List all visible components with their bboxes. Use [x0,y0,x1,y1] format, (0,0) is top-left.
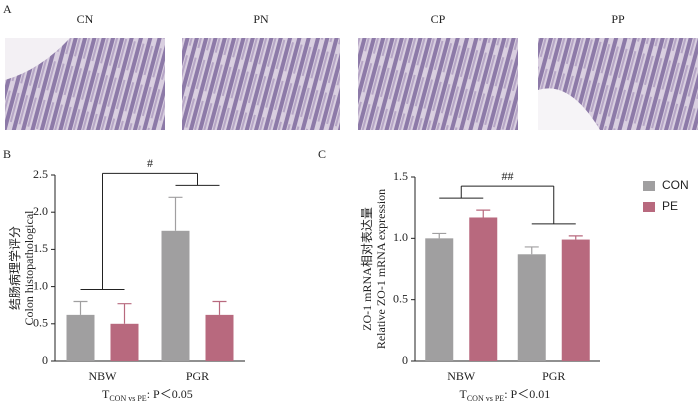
legend-swatch [643,181,655,191]
note: TCON vs PE: P＜0.01 [460,387,551,403]
note: TCON vs PE: P＜0.05 [102,387,193,403]
y-axis-label: 结肠病理学评分 [7,226,22,310]
image-label: CP [431,12,446,26]
note-main: T [460,387,468,401]
panel-label: C [318,147,326,161]
bar [517,254,546,361]
y-tick-label: 1.0 [393,230,408,244]
y-axis-label: Relative ZO-1 mRNA expression [374,189,388,349]
y-tick-label: 1.0 [33,278,48,292]
error-bar [168,196,183,231]
note-sub: CON vs PE [109,394,146,403]
significance-bracket [439,185,576,225]
significance-label: ## [502,169,514,183]
note-rest: : P＜0.01 [504,387,550,401]
y-tick-label: 0 [42,353,48,367]
x-tick-label: PGR [542,369,565,383]
error-bar [73,300,88,315]
y-tick-label: 2.0 [33,204,48,218]
note-main: T [102,387,110,401]
error-bar [524,246,539,255]
x-tick-label: NBW [89,369,118,383]
y-tick-label: 2.5 [33,167,48,181]
micrograph [358,38,518,130]
x-tick-label: NBW [447,369,476,383]
significance-label: # [147,156,153,170]
bar [469,217,498,361]
y-tick-label: 0.5 [33,316,48,330]
micrographs [5,38,698,130]
error-bar [476,209,491,218]
y-axis-label: ZO-1 mRNA相对表达量 [360,207,374,331]
bar [110,323,139,361]
bar [161,230,190,361]
image-label: PP [611,12,625,26]
significance-bracket [80,172,220,290]
panel-label: B [3,147,11,161]
note-rest: : P＜0.05 [147,387,193,401]
image-label: CN [77,12,94,26]
y-tick-label: 1.5 [33,241,48,255]
bar [66,314,95,361]
legend-label: CON [662,178,689,192]
y-tick-label: 1.5 [393,169,408,183]
x-tick-label: PGR [186,369,209,383]
error-bar [568,235,583,240]
image-label: PN [253,12,269,26]
bar [561,239,590,361]
y-tick-label: 0 [402,353,408,367]
panel-label: A [3,2,12,16]
legend-label: PE [662,199,678,213]
note-sub: CON vs PE [467,394,504,403]
micrograph [182,38,340,130]
error-bar [212,300,227,315]
error-bar [117,303,132,324]
legend-swatch [643,202,655,212]
y-tick-label: 0.5 [393,291,408,305]
y-axis-label: Colon histopathological [22,210,36,326]
bar [205,314,234,361]
error-bar [432,232,447,239]
bar [425,238,454,361]
